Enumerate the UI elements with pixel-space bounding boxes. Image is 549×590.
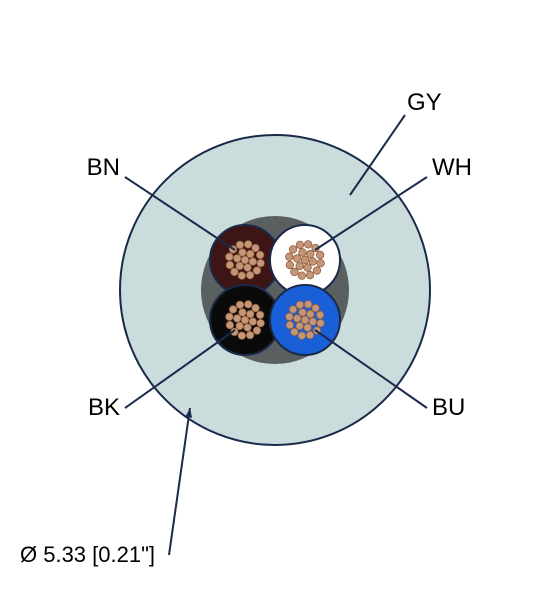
label-bk: BK	[88, 394, 120, 421]
label-bu: BU	[432, 394, 465, 421]
diameter-dimension-label: Ø 5.33 [0.21"]	[20, 542, 155, 567]
label-gy: GY	[407, 89, 442, 116]
dimension-arrow	[169, 408, 192, 555]
label-wh: WH	[432, 154, 472, 181]
wire-bu	[270, 285, 340, 355]
label-bn: BN	[87, 154, 120, 181]
cable-cross-section-diagram: GY BN WH BK BU Ø 5.33 [0.21"]	[0, 0, 549, 590]
